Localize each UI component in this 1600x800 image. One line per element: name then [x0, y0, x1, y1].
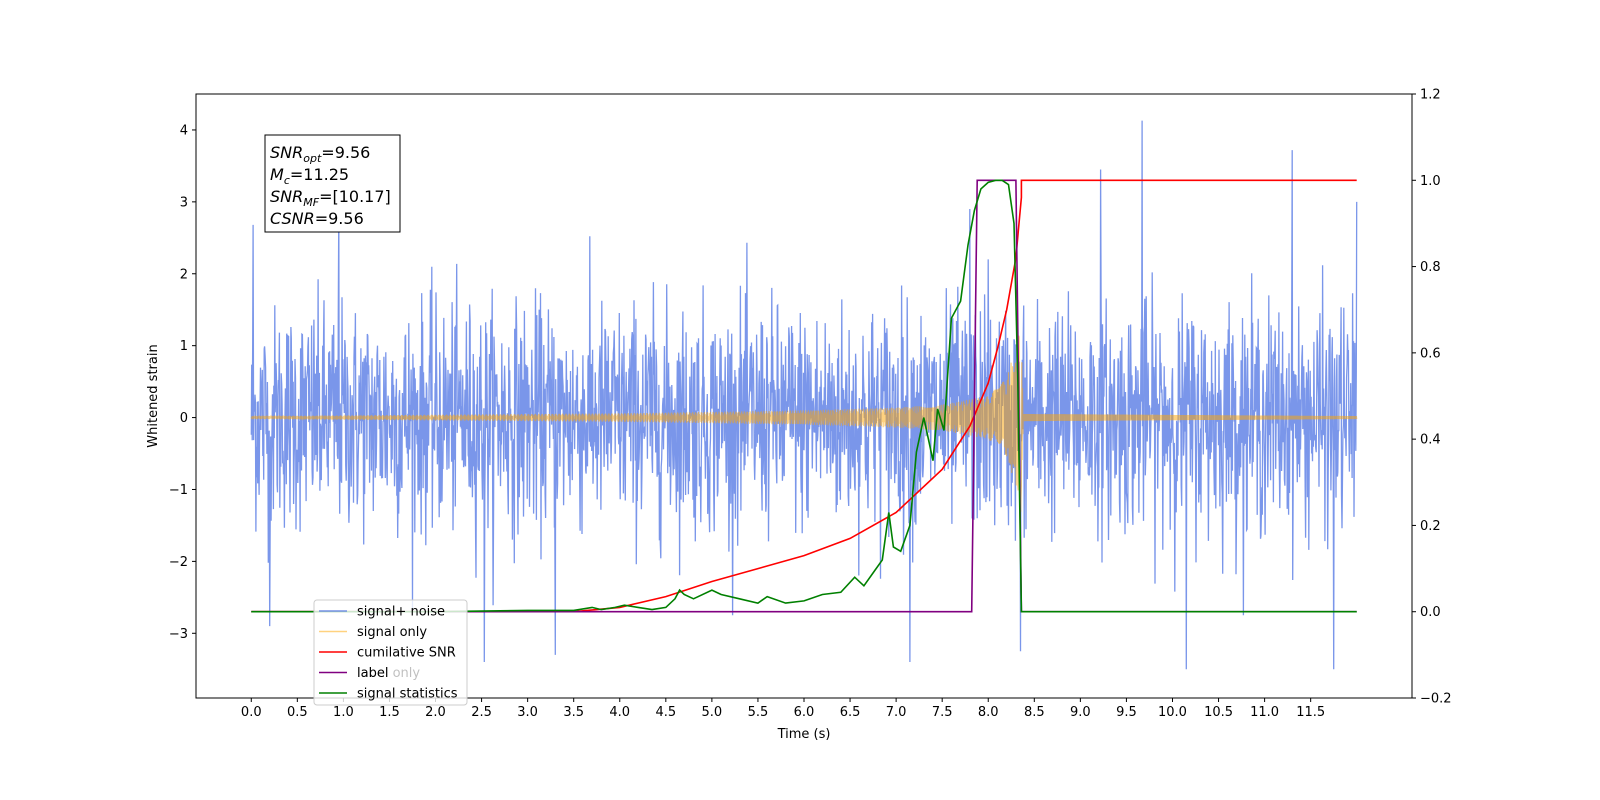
- annotation-line: CSNR=9.56: [270, 209, 364, 228]
- x-tick-label: 10.5: [1204, 705, 1233, 720]
- legend-entry-faint: label only: [357, 666, 420, 681]
- x-tick-label: 8.5: [1024, 705, 1045, 720]
- annotation-line: SNRopt=9.56: [270, 143, 370, 165]
- y2-tick-label: 1.0: [1420, 174, 1441, 189]
- x-tick-label: 11.5: [1296, 705, 1325, 720]
- y-tick-label: 0: [180, 411, 188, 426]
- series-layer: [250, 120, 1358, 670]
- x-tick-label: 1.5: [379, 705, 400, 720]
- y-tick-label: 4: [180, 123, 188, 138]
- series-line-signal-statistics: [251, 179, 1357, 613]
- legend: signal+ noise signal only cumilative SNR la…: [313, 599, 468, 706]
- annotation-line: SNRMF=[10.17]: [270, 187, 391, 209]
- x-tick-label: 6.5: [840, 705, 861, 720]
- y-tick-label: 3: [180, 195, 188, 210]
- y2-tick-label: 0.2: [1420, 519, 1441, 534]
- annotation-frame: [264, 134, 401, 233]
- x-tick-label: 4.0: [609, 705, 630, 720]
- x-tick-label: 11.0: [1250, 705, 1279, 720]
- y-axis: −3 −2 −1 0 1 2 3 4: [169, 123, 196, 642]
- x-tick-label: 5.5: [748, 705, 769, 720]
- y-axis-label: Whitened strain: [146, 344, 161, 447]
- y2-tick-label: 0.4: [1420, 433, 1441, 448]
- y2-tick-label: 0.8: [1420, 260, 1441, 275]
- legend-entry: signal statistics: [357, 687, 458, 702]
- annotation-line: Mc=11.25: [270, 165, 349, 187]
- y2-tick-label: 0.0: [1420, 605, 1441, 620]
- y-tick-label: 1: [180, 339, 188, 354]
- series-line-cumilative-snr: [251, 179, 1357, 613]
- x-tick-label: 7.0: [886, 705, 907, 720]
- legend-entry: signal only: [357, 625, 427, 640]
- x-tick-label: 3.5: [563, 705, 584, 720]
- legend-entry: label: [357, 666, 388, 681]
- y2-tick-label: 0.6: [1420, 346, 1441, 361]
- x-tick-label: 2.5: [471, 705, 492, 720]
- legend-entry: cumilative SNR: [357, 646, 456, 661]
- y2-axis: −0.2 0.0 0.2 0.4 0.6 0.8 1.0 1.2: [1412, 88, 1452, 707]
- x-tick-label: 10.0: [1158, 705, 1187, 720]
- x-tick-label: 5.0: [702, 705, 723, 720]
- x-tick-label: 0.0: [241, 705, 262, 720]
- series-line-signal-only: [250, 335, 1358, 512]
- y-tick-label: 2: [180, 267, 188, 282]
- y2-tick-label: −0.2: [1420, 692, 1452, 707]
- x-tick-label: 2.0: [425, 705, 446, 720]
- x-axis-label: Time (s): [777, 727, 831, 742]
- x-tick-label: 3.0: [517, 705, 538, 720]
- x-tick-label: 9.5: [1116, 705, 1137, 720]
- x-tick-label: 4.5: [655, 705, 676, 720]
- x-tick-label: 6.0: [794, 705, 815, 720]
- x-tick-label: 8.0: [978, 705, 999, 720]
- x-axis: 0.0 0.5 1.0 1.5 2.0 2.5 3.0 3.5 4.0 4.5 5.0 5.5 6.0 6…: [241, 698, 1325, 720]
- y-tick-label: −2: [169, 555, 188, 570]
- x-tick-label: 9.0: [1070, 705, 1091, 720]
- x-tick-label: 1.0: [333, 705, 354, 720]
- series-line-signal-noise: [250, 120, 1358, 670]
- y2-tick-label: 1.2: [1420, 88, 1441, 103]
- legend-entry: signal+ noise: [357, 605, 445, 620]
- y-tick-label: −3: [169, 627, 188, 642]
- y-tick-label: −1: [169, 483, 188, 498]
- legend-frame: [313, 599, 468, 706]
- annotation-box: SNRopt=9.56Mc=11.25SNRMF=[10.17]CSNR=9.5…: [264, 134, 401, 233]
- x-tick-label: 0.5: [287, 705, 308, 720]
- x-tick-label: 7.5: [932, 705, 953, 720]
